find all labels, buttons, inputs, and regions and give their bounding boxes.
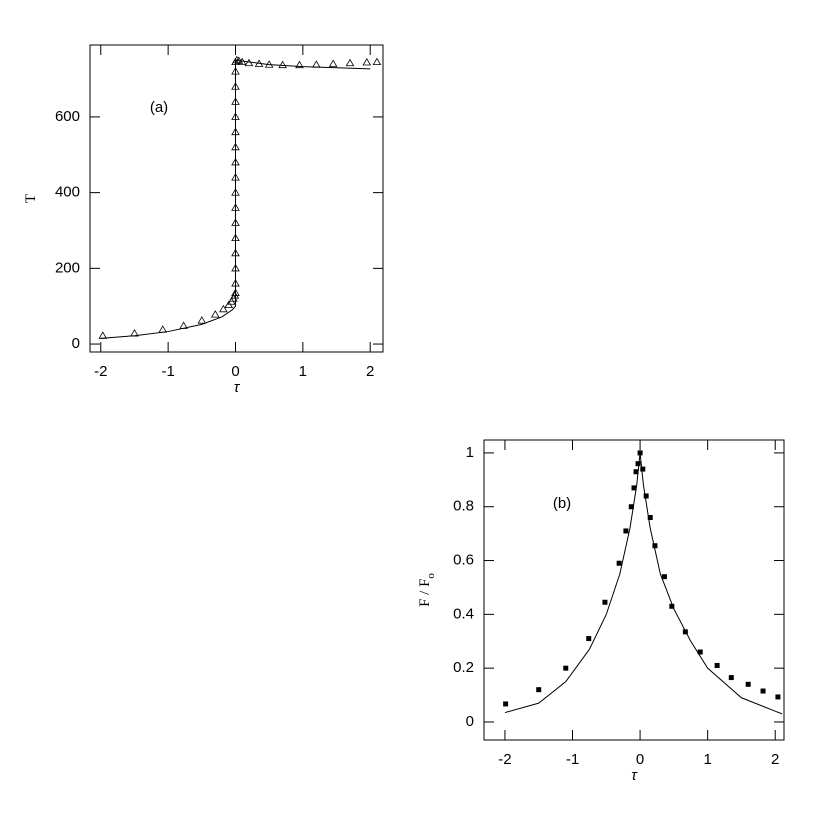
data-point — [503, 701, 509, 707]
data-point — [728, 675, 734, 681]
data-point — [669, 603, 675, 609]
data-point — [328, 59, 338, 67]
data-point — [697, 649, 703, 655]
data-point — [633, 469, 639, 475]
data-point — [714, 662, 720, 668]
data-point — [372, 57, 382, 66]
fit-line — [504, 452, 783, 715]
data-point — [661, 574, 667, 580]
data-point — [775, 694, 781, 700]
data-point — [219, 304, 228, 313]
x-tick-label: 1 — [703, 751, 711, 768]
x-tick-label: 0 — [231, 363, 239, 380]
data-point — [563, 665, 569, 671]
x-tick-label: 0 — [636, 751, 644, 768]
data-point — [312, 60, 321, 68]
data-point — [643, 493, 649, 499]
y-axis-label-main: F / F — [417, 579, 433, 607]
chart: -2 -1 0 1 2 0 200 400 600 τ T (a) — [23, 44, 384, 396]
x-tick-label: -1 — [161, 363, 174, 380]
x-tick-label: 2 — [366, 363, 374, 380]
y-tick-label: 200 — [55, 259, 80, 276]
y-tick-label: 400 — [55, 184, 80, 201]
data-point — [536, 687, 542, 693]
data-point — [586, 636, 592, 642]
annotation: (b) — [553, 495, 571, 512]
data-point — [210, 310, 220, 318]
data-point — [230, 291, 240, 299]
annotation: (a) — [150, 99, 168, 116]
data-point — [616, 560, 622, 566]
x-axis-label: τ — [631, 767, 638, 784]
y-axis-label-subscript: o — [425, 573, 437, 579]
data-point — [745, 681, 751, 687]
data-point — [295, 60, 304, 69]
y-tick-label: 600 — [55, 108, 80, 125]
data-point — [362, 58, 372, 66]
plot-frame — [483, 439, 785, 741]
y-axis-label-main: T — [23, 194, 39, 203]
y-axis-label: F / Fo — [417, 573, 436, 607]
data-point — [158, 325, 168, 333]
x-tick-label: -2 — [498, 751, 511, 768]
y-tick-label: 0.8 — [453, 498, 474, 515]
y-tick-label: 0.4 — [453, 605, 474, 622]
data-point — [628, 504, 634, 510]
x-tick-label: -1 — [566, 751, 579, 768]
data-point — [635, 461, 641, 467]
y-axis-label: T — [23, 194, 39, 203]
y-tick-label: 0 — [466, 713, 474, 730]
x-tick-label: -2 — [94, 363, 107, 380]
x-axis-label: τ — [234, 379, 241, 396]
data-point — [98, 331, 108, 339]
y-tick-label: 0.2 — [453, 659, 474, 676]
chart: -2 -1 0 1 2 0 0.2 0.4 0.6 0.8 1 τ F / Fo (b) — [417, 439, 785, 784]
y-tick-label: 1 — [466, 444, 474, 461]
data-point — [345, 58, 355, 67]
data-point — [631, 485, 637, 491]
data-point — [640, 466, 646, 472]
data-point — [278, 60, 287, 69]
plot-frame — [89, 44, 384, 353]
data-point — [623, 528, 629, 534]
data-point — [602, 599, 608, 605]
x-tick-label: 2 — [771, 751, 779, 768]
y-tick-label: 0 — [72, 335, 80, 352]
y-tick-label: 0.6 — [453, 552, 474, 569]
data-point — [652, 543, 658, 549]
data-point — [760, 688, 766, 694]
fit-line — [100, 59, 371, 339]
data-point — [197, 316, 207, 324]
x-tick-label: 1 — [299, 363, 307, 380]
data-point — [647, 514, 653, 520]
